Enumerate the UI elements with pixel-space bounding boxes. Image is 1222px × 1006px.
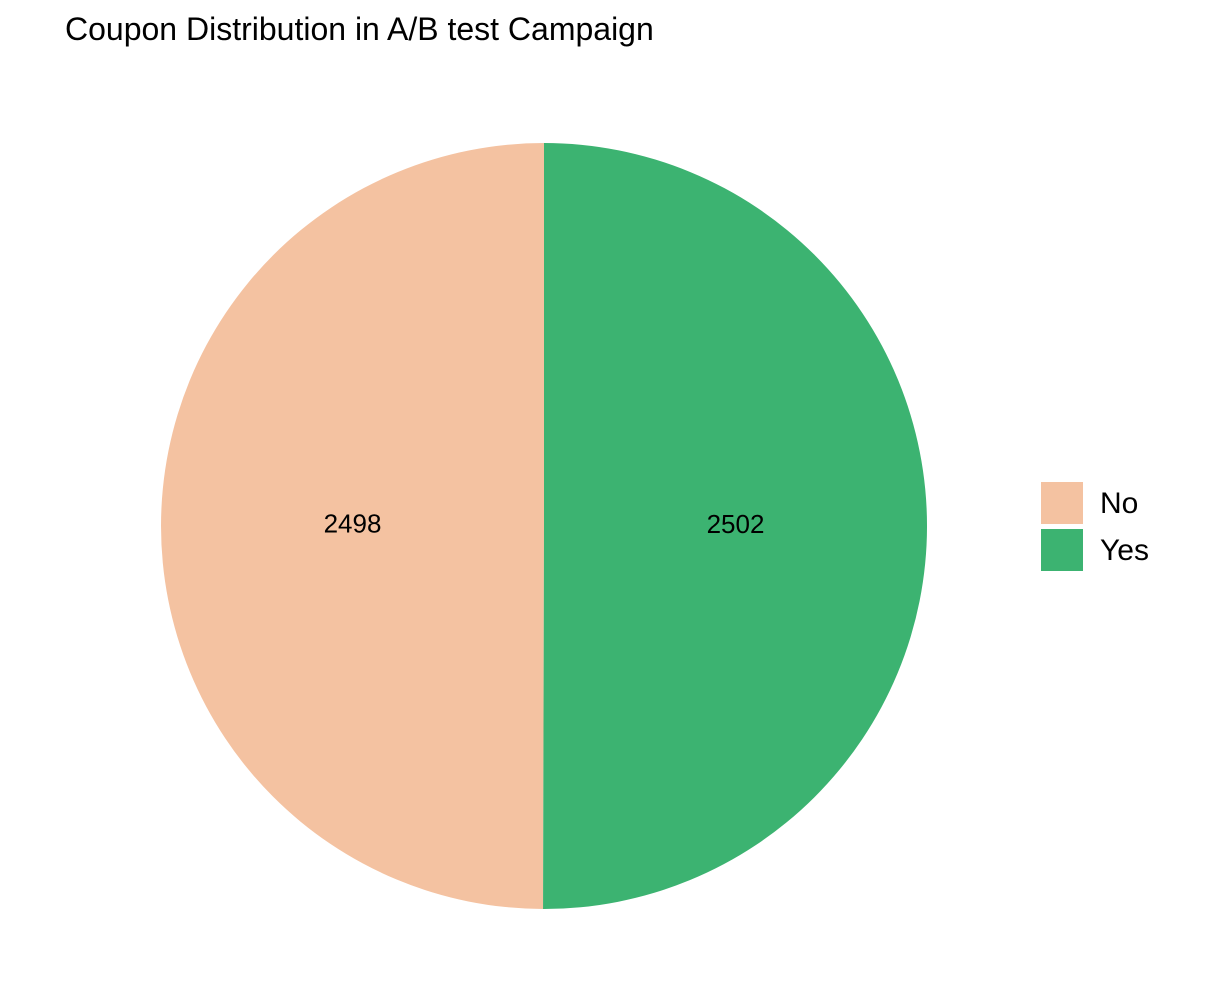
- chart-title: Coupon Distribution in A/B test Campaign: [65, 11, 654, 47]
- legend-label: No: [1100, 487, 1138, 520]
- pie-slice: [161, 143, 544, 909]
- value-label: 2498: [324, 509, 382, 539]
- legend-key: [1041, 482, 1083, 524]
- value-label: 2502: [707, 509, 765, 539]
- legend-key: [1041, 529, 1083, 571]
- legend-label: Yes: [1100, 534, 1149, 567]
- pie-slice: [543, 143, 928, 910]
